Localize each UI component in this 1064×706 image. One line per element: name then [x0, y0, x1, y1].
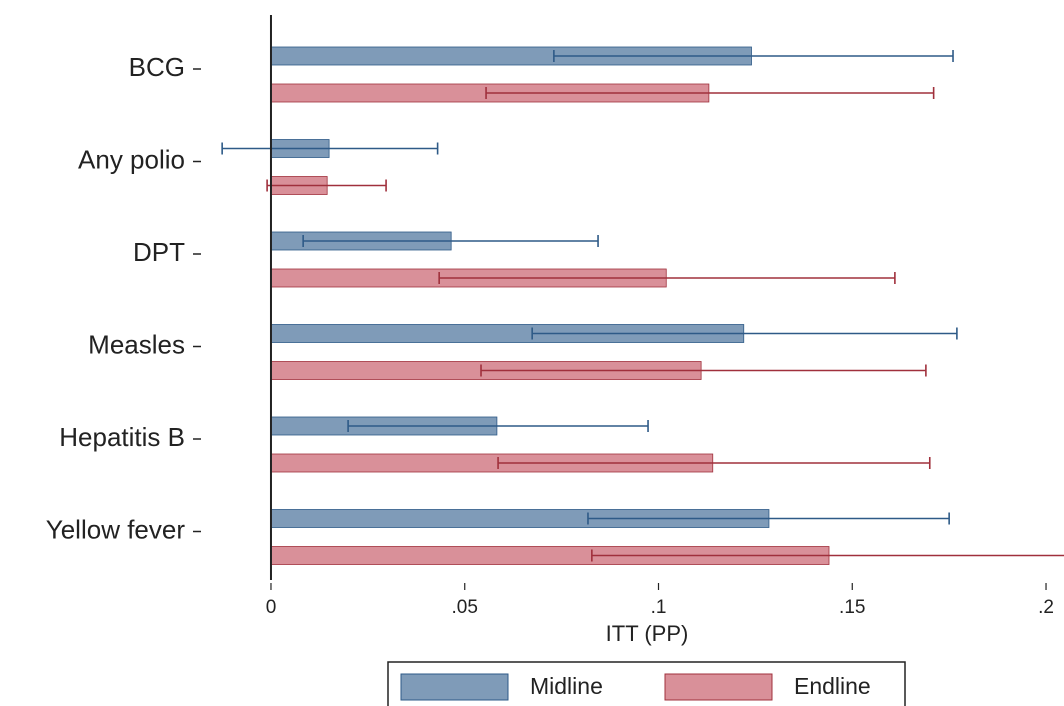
legend-swatch — [400, 673, 509, 701]
error-bar — [587, 512, 950, 525]
x-tick-label: .1 — [651, 597, 667, 618]
x-tick-label: .05 — [452, 597, 478, 618]
y-tick-label: Yellow fever — [46, 514, 186, 544]
legend-label: Endline — [794, 673, 871, 699]
error-bar — [553, 50, 954, 62]
legend-swatch — [664, 673, 773, 701]
error-bar — [480, 364, 927, 377]
error-bar — [438, 272, 896, 284]
error-bar — [497, 457, 931, 469]
y-tick-label: Measles — [88, 329, 185, 359]
legend-label: Midline — [530, 673, 603, 699]
x-axis-title: ITT (PP) — [606, 621, 689, 646]
error-bar — [221, 142, 439, 155]
y-tick-label: Any polio — [78, 144, 185, 174]
y-tick-label: BCG — [129, 52, 185, 82]
error-bar — [531, 327, 958, 340]
x-tick-label: .2 — [1038, 597, 1054, 618]
y-tick-label: Hepatitis B — [59, 422, 185, 452]
x-tick-label: 0 — [266, 597, 277, 618]
error-bar — [591, 549, 1064, 562]
error-bar — [485, 87, 935, 99]
error-bar — [347, 420, 649, 432]
error-bar — [266, 179, 387, 192]
error-bar — [302, 235, 599, 247]
y-tick-label: DPT — [133, 237, 185, 267]
x-tick-label: .15 — [839, 597, 865, 618]
